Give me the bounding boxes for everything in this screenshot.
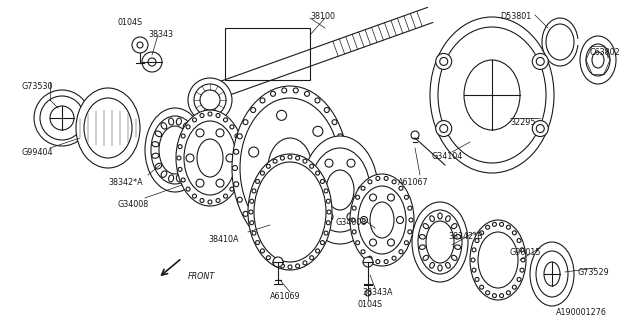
Text: G73530: G73530 [22,82,54,91]
Text: G34104: G34104 [432,152,463,161]
Text: 0104S: 0104S [118,18,143,27]
Text: G99404: G99404 [22,148,54,157]
Text: FRONT: FRONT [188,272,215,281]
Ellipse shape [436,53,452,69]
Ellipse shape [145,108,205,192]
Ellipse shape [76,88,140,168]
Ellipse shape [273,257,283,267]
Ellipse shape [363,257,373,267]
Ellipse shape [302,136,378,244]
Ellipse shape [365,290,371,296]
Text: 38342*B: 38342*B [448,232,483,241]
Ellipse shape [132,37,148,53]
Text: A61069: A61069 [270,292,301,301]
Text: G73529: G73529 [578,268,610,277]
Ellipse shape [412,202,468,282]
Ellipse shape [142,52,162,72]
Text: A61067: A61067 [398,178,429,187]
Bar [225,28,310,80]
Text: 38343: 38343 [148,30,173,39]
Ellipse shape [436,121,452,137]
Ellipse shape [470,220,526,300]
Text: 38100: 38100 [310,12,335,21]
Text: D53801: D53801 [500,12,531,21]
Text: 38342*A: 38342*A [108,178,143,187]
Ellipse shape [188,78,232,122]
Text: 0104S: 0104S [358,300,383,309]
Ellipse shape [430,17,554,173]
Ellipse shape [232,86,348,250]
Text: A190001276: A190001276 [556,308,607,317]
Ellipse shape [248,154,332,270]
Text: G90015: G90015 [510,248,541,257]
Text: 38343A: 38343A [362,288,392,297]
Ellipse shape [532,121,548,137]
Ellipse shape [350,174,414,266]
Text: C63802: C63802 [590,48,621,57]
Text: 38410A: 38410A [208,235,239,244]
Text: 32295: 32295 [510,118,536,127]
Ellipse shape [532,53,548,69]
Ellipse shape [530,242,574,306]
Text: G34008: G34008 [118,200,149,209]
Ellipse shape [176,110,244,206]
Ellipse shape [34,90,90,146]
Text: G34008: G34008 [335,218,366,227]
Ellipse shape [580,36,616,84]
